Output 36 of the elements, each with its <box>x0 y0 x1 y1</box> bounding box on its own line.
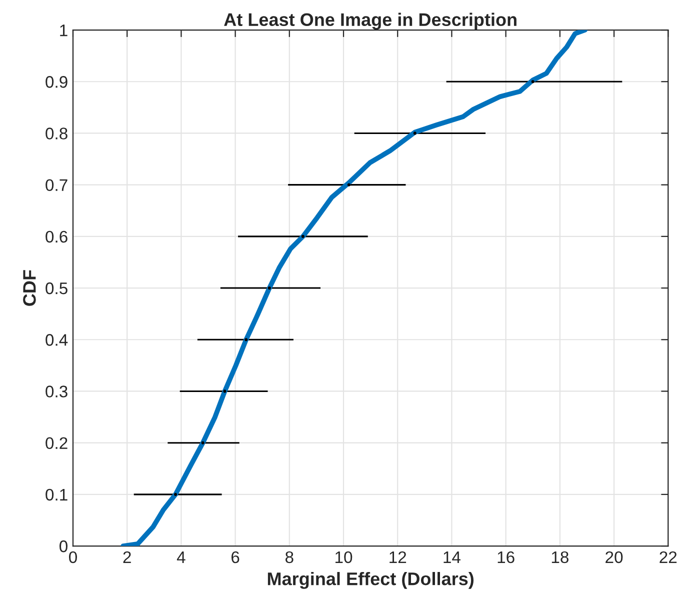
point <box>268 286 271 290</box>
line-series <box>120 30 588 546</box>
x-tick-label: 4 <box>176 552 186 563</box>
x-tick-label: 6 <box>232 551 240 564</box>
point <box>223 390 226 393</box>
x-tick-label: 14 <box>444 552 460 563</box>
point <box>201 441 204 444</box>
y-tick-label: 0.4 <box>46 334 68 346</box>
y-axis-title: CDF <box>23 270 36 306</box>
chart-title: At Least One Image in Description <box>224 12 516 30</box>
x-axis-title: Marginal Effect (Dollars) <box>268 572 474 589</box>
y-tick-label: 0.2 <box>46 437 68 450</box>
point <box>531 80 534 84</box>
y-tick-label: 0.7 <box>46 179 68 192</box>
point <box>244 338 248 342</box>
x-tick-label: 2 <box>123 551 131 563</box>
x-tick-label: 18 <box>552 551 568 564</box>
y-tick-label: 0.1 <box>46 488 68 501</box>
x-tick-label: 12 <box>390 551 406 563</box>
y-tick-label: 0.5 <box>46 282 68 294</box>
x-tick-label: 22 <box>660 551 677 563</box>
point <box>413 132 416 135</box>
y-tick-label: 0.3 <box>46 386 68 398</box>
x-tick-label: 8 <box>286 551 294 564</box>
y-tick-label: 0.6 <box>46 230 68 243</box>
point <box>347 183 350 186</box>
x-tick-label: 0 <box>69 551 77 564</box>
y-tick-label: 0.9 <box>46 76 68 88</box>
y-tick-label: 0 <box>60 540 68 552</box>
point <box>174 492 178 496</box>
x-tick-label: 20 <box>606 551 623 564</box>
x-tick-label: 10 <box>336 551 352 564</box>
y-tick-label: 0.8 <box>46 128 68 140</box>
y-tick-label: 1 <box>60 24 68 36</box>
x-tick-label: 16 <box>498 551 514 564</box>
point <box>301 234 304 238</box>
